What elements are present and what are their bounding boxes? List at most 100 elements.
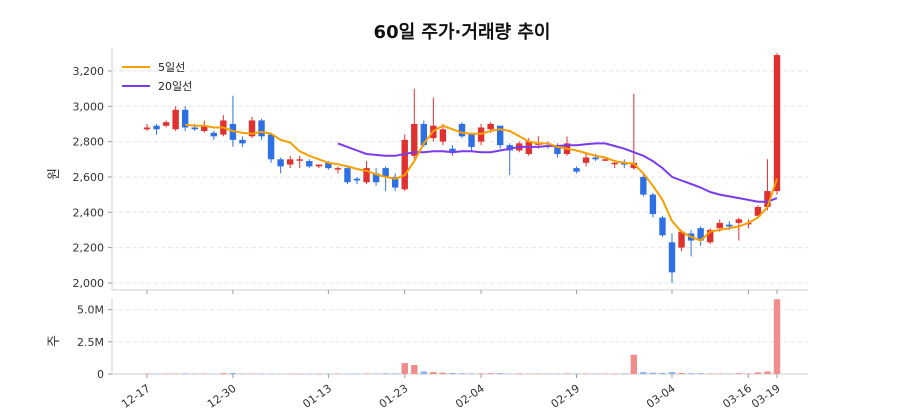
volume-bar	[382, 373, 389, 374]
volume-bar	[573, 373, 580, 375]
price-gridlines	[112, 70, 808, 284]
candle-body	[773, 55, 781, 192]
volume-bar	[181, 373, 189, 374]
candle-body	[640, 176, 647, 195]
price-y-tick-label: 3,200	[73, 65, 105, 78]
x-tick-label: 03-19	[749, 382, 783, 411]
candle-body	[582, 157, 590, 163]
candle-body	[210, 132, 218, 137]
volume-bar	[353, 373, 361, 375]
volume-bar	[401, 363, 408, 374]
volume-bar	[745, 373, 752, 375]
volume-bar	[277, 373, 284, 375]
candlesticks	[143, 53, 781, 283]
price-y-tick-label: 2,200	[73, 242, 105, 255]
volume-bar	[430, 372, 437, 374]
volume-bar	[334, 373, 342, 375]
candle-body	[401, 139, 408, 190]
volume-y-axis: 0 2.5M 5.0M	[77, 304, 112, 381]
legend: 5일선 20일선	[122, 60, 192, 93]
candle-body	[554, 146, 561, 154]
volume-bar	[248, 373, 256, 375]
candle-body	[334, 168, 342, 170]
price-y-tick-label: 2,600	[73, 171, 105, 184]
volume-bar	[716, 373, 723, 374]
candle-body	[239, 139, 246, 144]
volume-bar	[267, 373, 275, 375]
volume-bar	[506, 373, 513, 374]
candle-body	[363, 168, 370, 183]
candle-body	[630, 162, 638, 169]
x-axis: 12-17 12-30 01-13 01-23 02-04 02-19 03-04 03-16…	[119, 290, 783, 411]
volume-bar	[191, 373, 198, 375]
x-tick-label: 01-13	[300, 382, 334, 411]
candle-body	[420, 123, 428, 146]
volume-bar	[449, 372, 456, 374]
candle-body	[382, 168, 389, 177]
candle-body	[372, 173, 380, 183]
candle-body	[258, 120, 265, 137]
volume-bar	[172, 373, 179, 374]
volume-bar	[306, 373, 313, 375]
volume-bar	[735, 373, 743, 374]
candle-body	[611, 162, 618, 165]
volume-bar	[773, 299, 781, 374]
volume-bar	[420, 371, 428, 374]
legend-ma20-label: 20일선	[158, 79, 192, 93]
volume-bar	[239, 373, 246, 374]
candle-body	[191, 127, 198, 130]
volume-bar	[296, 373, 303, 375]
x-tick-label: 02-04	[453, 382, 487, 411]
candle-body	[496, 125, 504, 146]
volume-bar	[678, 372, 685, 374]
candle-body	[439, 129, 447, 142]
candle-body	[296, 159, 303, 161]
volume-bar	[640, 372, 647, 374]
price-y-tick-label: 3,000	[73, 100, 105, 113]
volume-bar	[601, 373, 609, 375]
candle-body	[353, 178, 361, 181]
candle-body	[286, 159, 294, 165]
candle-body	[315, 164, 323, 167]
candle-body	[573, 168, 580, 172]
x-tick-label: 12-17	[119, 382, 153, 411]
volume-bar	[496, 373, 504, 374]
x-tick-label: 02-19	[549, 382, 583, 411]
volume-bar	[525, 373, 533, 374]
volume-bar	[649, 372, 657, 374]
volume-bar	[220, 373, 227, 374]
candle-body	[458, 123, 466, 137]
volume-bar	[229, 372, 237, 374]
volume-bar	[582, 373, 590, 374]
volume-bar	[668, 372, 676, 374]
ma5-line	[185, 123, 778, 242]
volume-bar	[201, 373, 208, 375]
candle-body	[659, 217, 666, 236]
candle-body	[754, 206, 762, 216]
volume-bar	[554, 373, 561, 375]
volume-panel: 0 2.5M 5.0M 주	[47, 298, 808, 381]
candle-body	[735, 219, 743, 223]
candle-body	[449, 148, 456, 153]
volume-bar	[344, 373, 351, 375]
volume-bar	[325, 373, 332, 375]
legend-ma5-label: 5일선	[158, 60, 185, 74]
volume-bar	[315, 373, 323, 375]
candle-body	[468, 134, 475, 147]
volume-bar	[286, 373, 294, 375]
volume-y-axis-label: 주	[47, 335, 62, 347]
volume-bar	[162, 373, 170, 375]
candle-body	[201, 125, 208, 132]
price-y-axis: 2,000 2,200 2,400 2,600 2,800 3,000 3,200	[73, 65, 112, 290]
candle-body	[487, 123, 494, 130]
volume-bar	[411, 364, 418, 374]
volume-gridlines	[112, 309, 808, 375]
candle-body	[344, 168, 351, 183]
volume-bar	[487, 373, 494, 374]
volume-bar	[258, 373, 265, 375]
x-tick-label: 03-16	[720, 382, 754, 411]
volume-bar	[621, 373, 628, 374]
volume-bar	[458, 373, 466, 374]
volume-bar	[706, 373, 714, 374]
candle-body	[649, 194, 657, 215]
